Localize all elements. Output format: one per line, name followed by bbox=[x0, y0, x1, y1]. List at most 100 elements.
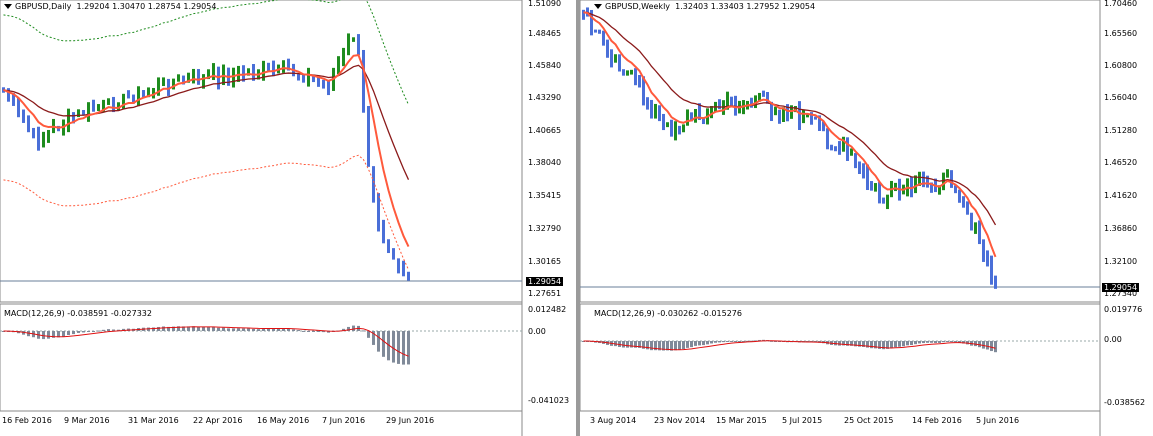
price-bar bbox=[327, 80, 330, 96]
fast-moving-average-line bbox=[583, 11, 997, 258]
price-bar bbox=[798, 101, 801, 130]
price-bar bbox=[914, 175, 917, 194]
macd-bar bbox=[177, 326, 180, 331]
dropdown-triangle-icon[interactable] bbox=[594, 4, 602, 9]
window-divider[interactable] bbox=[576, 0, 580, 436]
price-bar bbox=[282, 60, 285, 73]
price-bar bbox=[778, 109, 781, 124]
price-axis-label: 1.60800 bbox=[1104, 61, 1138, 70]
macd-bar bbox=[618, 341, 621, 347]
price-bar bbox=[392, 248, 395, 260]
macd-bar bbox=[626, 341, 629, 348]
macd-bar bbox=[666, 341, 669, 351]
price-bar bbox=[938, 185, 941, 195]
price-bar bbox=[610, 49, 613, 68]
weekly-ohlc: 1.32403 1.33403 1.27952 1.29054 bbox=[675, 2, 816, 11]
price-bar bbox=[918, 171, 921, 186]
price-bar bbox=[922, 171, 925, 188]
price-bar bbox=[630, 69, 633, 75]
price-bar bbox=[702, 117, 705, 125]
macd-bar bbox=[994, 341, 997, 353]
price-bar bbox=[82, 109, 85, 116]
price-bar bbox=[954, 185, 957, 194]
time-axis-label: 25 Oct 2015 bbox=[844, 416, 894, 425]
macd-bar bbox=[862, 341, 865, 347]
macd-bar bbox=[866, 341, 869, 348]
macd-bar bbox=[97, 330, 100, 332]
macd-bar bbox=[387, 331, 390, 361]
macd-bar bbox=[152, 327, 155, 331]
price-bar bbox=[806, 114, 809, 118]
macd-bar bbox=[890, 341, 893, 349]
macd-bar bbox=[982, 341, 985, 349]
price-bar bbox=[662, 113, 665, 131]
macd-bar bbox=[217, 327, 220, 331]
price-bar bbox=[367, 105, 370, 167]
macd-bar bbox=[678, 341, 681, 350]
price-bar bbox=[794, 106, 797, 113]
price-bar bbox=[187, 72, 190, 83]
macd-bar bbox=[930, 341, 933, 343]
macd-panel-frame bbox=[580, 303, 1101, 412]
price-bar bbox=[117, 102, 120, 111]
weekly-chart-canvas[interactable] bbox=[580, 0, 1153, 436]
macd-bar bbox=[638, 341, 641, 348]
price-axis-label: 1.32790 bbox=[528, 224, 562, 233]
price-bar bbox=[127, 90, 130, 99]
macd-bar bbox=[634, 341, 637, 348]
price-bar bbox=[122, 93, 125, 109]
price-bar bbox=[978, 220, 981, 245]
macd-bar bbox=[650, 341, 653, 351]
weekly-chart-window[interactable]: GBPUSD,Weekly 1.32403 1.33403 1.27952 1.… bbox=[580, 0, 1153, 436]
weekly-symbol: GBPUSD,Weekly bbox=[605, 2, 671, 11]
macd-bar bbox=[642, 341, 645, 349]
price-bar bbox=[197, 69, 200, 85]
price-bar bbox=[402, 260, 405, 277]
macd-bar bbox=[850, 341, 853, 346]
macd-axis-label: 0.00 bbox=[1104, 335, 1122, 344]
daily-chart-canvas[interactable] bbox=[0, 0, 576, 436]
macd-bar bbox=[726, 341, 729, 342]
macd-bar bbox=[926, 341, 929, 343]
daily-current-price: 1.29054 bbox=[526, 277, 564, 286]
price-bar bbox=[670, 119, 673, 137]
price-bar bbox=[342, 47, 345, 67]
daily-chart-window[interactable]: GBPUSD,Daily 1.29204 1.30470 1.28754 1.2… bbox=[0, 0, 576, 436]
macd-bar bbox=[978, 341, 981, 348]
macd-bar bbox=[82, 331, 85, 333]
macd-axis-label: 0.019776 bbox=[1104, 305, 1143, 314]
price-bar bbox=[182, 75, 185, 85]
macd-bar bbox=[702, 341, 705, 346]
price-bar bbox=[322, 79, 325, 89]
macd-bar bbox=[878, 341, 881, 349]
price-bar bbox=[758, 92, 761, 102]
daily-symbol: GBPUSD,Daily bbox=[15, 2, 72, 11]
macd-bar bbox=[654, 341, 657, 351]
price-bar bbox=[302, 73, 305, 83]
macd-bar bbox=[842, 341, 845, 346]
price-bar bbox=[27, 115, 30, 133]
price-bar bbox=[202, 74, 205, 89]
macd-bar bbox=[946, 341, 949, 342]
price-bar bbox=[682, 124, 685, 133]
macd-bar bbox=[107, 329, 110, 331]
macd-bar bbox=[934, 341, 937, 343]
price-bar bbox=[37, 126, 40, 151]
macd-bar bbox=[962, 341, 965, 344]
price-bar bbox=[192, 68, 195, 84]
macd-bar bbox=[407, 331, 410, 365]
price-bar bbox=[862, 163, 865, 179]
price-bar bbox=[694, 109, 697, 123]
price-axis-label: 1.27651 bbox=[528, 289, 562, 298]
price-bar bbox=[157, 77, 160, 96]
price-bar bbox=[770, 101, 773, 122]
price-bar bbox=[397, 258, 400, 274]
macd-bar bbox=[770, 340, 773, 342]
price-axis-label: 1.46520 bbox=[1104, 158, 1138, 167]
price-bar bbox=[167, 78, 170, 96]
macd-bar bbox=[57, 331, 60, 338]
macd-bar bbox=[257, 329, 260, 331]
dropdown-triangle-icon[interactable] bbox=[4, 4, 12, 9]
price-bar bbox=[690, 112, 693, 122]
price-bar bbox=[874, 183, 877, 192]
